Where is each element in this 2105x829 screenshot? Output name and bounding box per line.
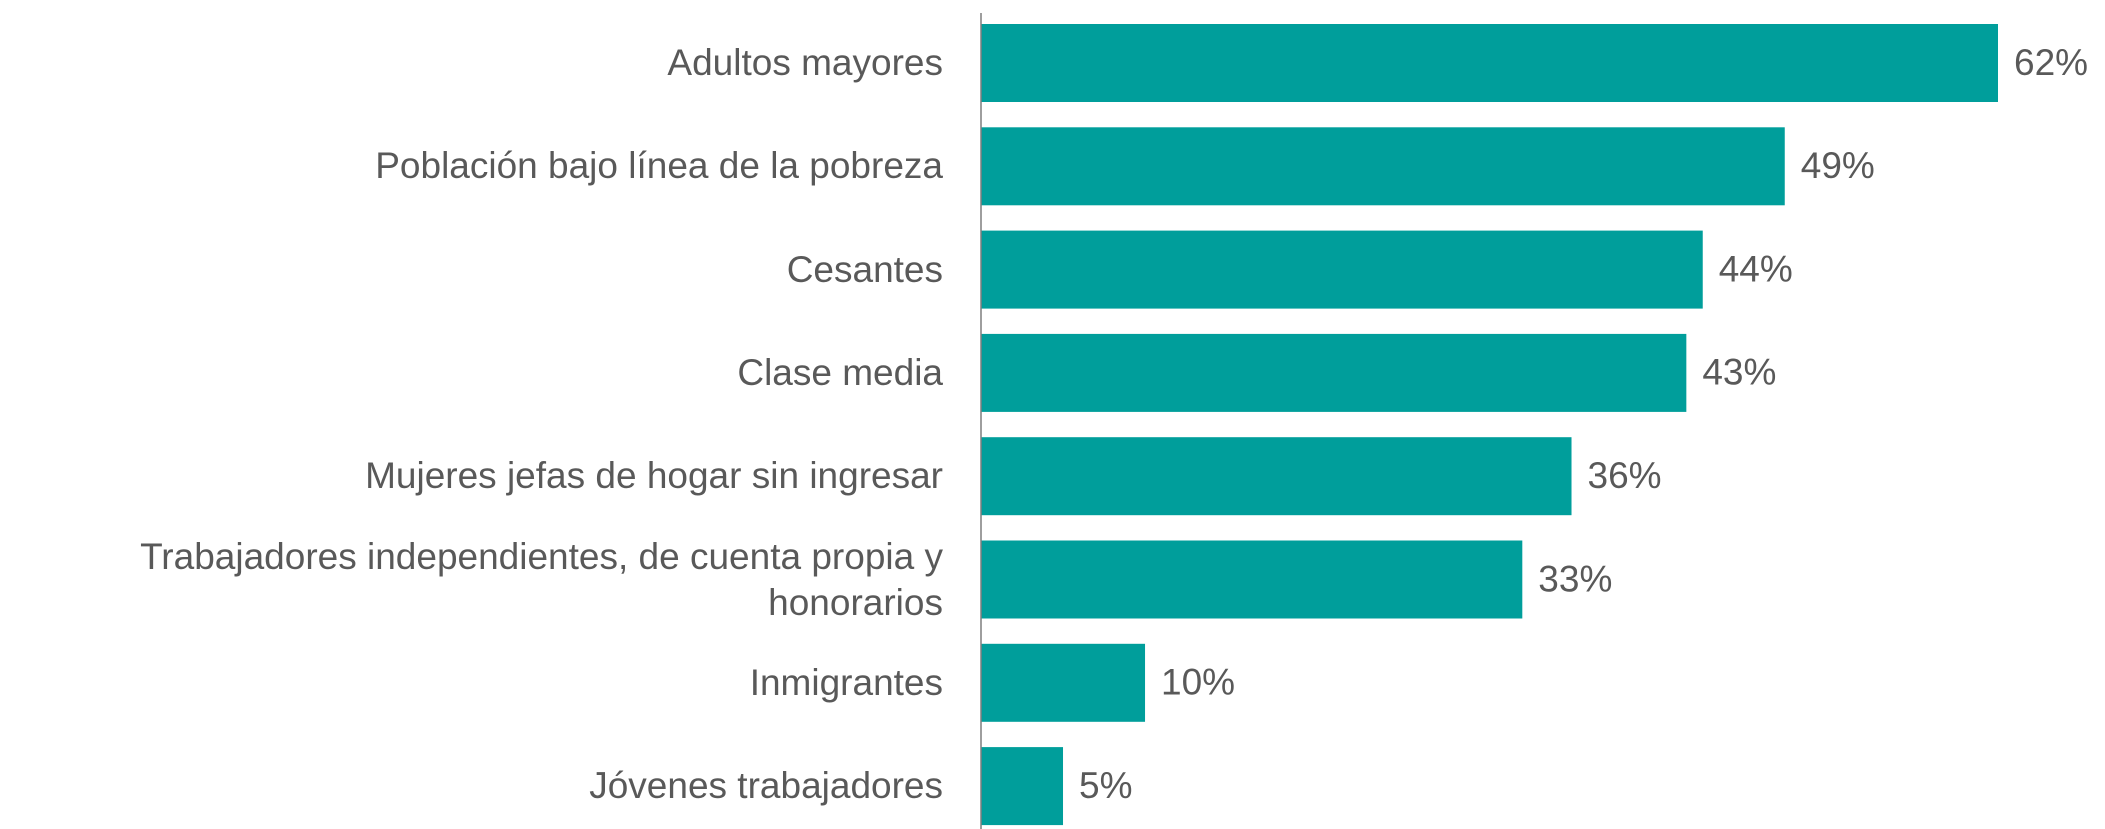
bar [981,437,1572,516]
category-label: Trabajadores independientes, de cuenta p… [140,535,943,623]
category-label: Jóvenes trabajadores [589,765,943,807]
category-label: Adultos mayores [667,42,943,83]
bar [981,230,1703,309]
bar [981,127,1785,206]
value-label: 33% [1538,558,1612,599]
bar [981,643,1146,722]
value-label: 10% [1161,662,1235,703]
bar [981,747,1064,826]
value-label: 36% [1588,455,1662,496]
value-label: 43% [1702,352,1776,393]
value-label: 5% [1079,765,1132,806]
value-label: 62% [2014,42,2088,83]
category-label: Clase media [737,351,943,393]
category-label: Cesantes [786,248,943,290]
bar [981,24,1998,102]
category-label: Mujeres jefas de hogar sin ingresar [365,455,943,497]
bar [981,540,1523,619]
category-label: Población bajo línea de la pobreza [375,145,943,187]
value-label: 44% [1719,248,1793,289]
category-label: Inmigrantes [749,661,943,703]
value-label: 49% [1801,145,1875,186]
bar [981,333,1687,412]
